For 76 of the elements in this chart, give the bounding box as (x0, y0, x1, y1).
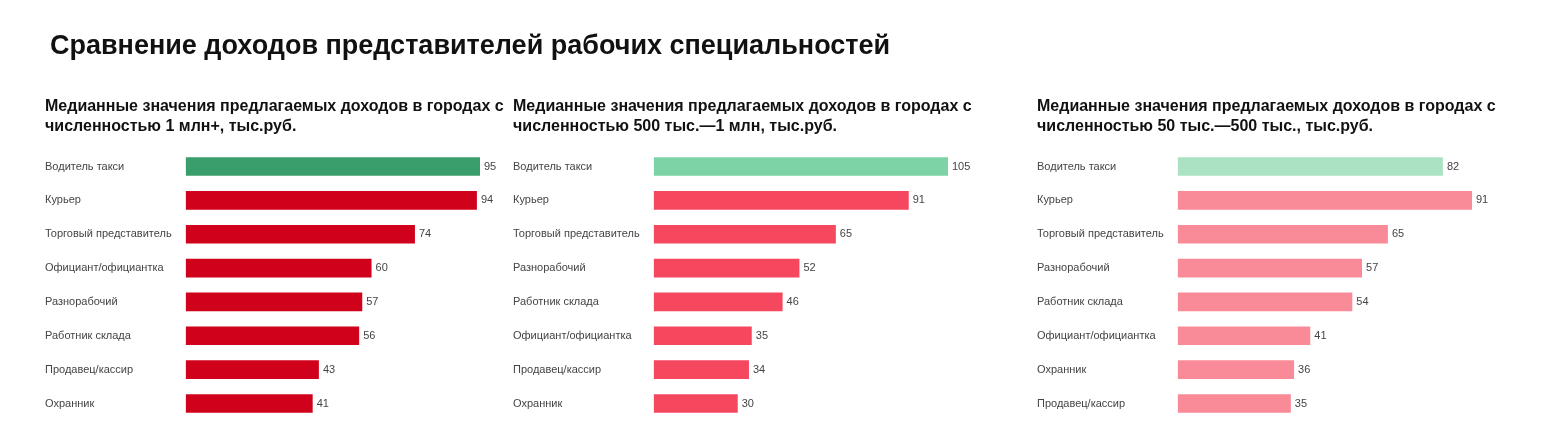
y-tick-label: Официант/официантка (1037, 328, 1157, 341)
data-label: 57 (1366, 261, 1379, 274)
data-label: 35 (755, 328, 769, 341)
data-label: 41 (316, 396, 329, 409)
data-label: 54 (1356, 294, 1369, 307)
y-tick-label: Продавец/кассир (45, 362, 134, 375)
y-tick-label: Охранник (1037, 362, 1087, 375)
y-tick-label: Продавец/кассир (1037, 396, 1126, 409)
bar (653, 224, 836, 244)
y-tick-label: Работник склада (45, 328, 132, 341)
bar (653, 326, 752, 346)
bar (185, 157, 480, 176)
data-label: 46 (786, 294, 799, 307)
y-tick-label: Водитель такси (1037, 159, 1117, 172)
y-tick-label: Официант/официантка (45, 261, 165, 274)
y-tick-label: Водитель такси (45, 159, 125, 172)
y-tick-label: Торговый представитель (513, 227, 640, 240)
y-tick-label: Курьер (45, 193, 81, 206)
bar (1177, 191, 1472, 210)
bar (1177, 157, 1443, 176)
data-label: 57 (366, 294, 379, 307)
y-tick-label: Продавец/кассир (513, 362, 602, 375)
bar (185, 224, 415, 244)
bar (1177, 258, 1363, 278)
data-label: 35 (1294, 396, 1308, 409)
data-label: 41 (1314, 328, 1327, 341)
data-label: 65 (1391, 227, 1405, 240)
bar (1177, 394, 1291, 413)
y-tick-label: Разнорабочий (45, 294, 118, 307)
bar (1177, 326, 1311, 346)
bar (1177, 292, 1353, 312)
data-label: 105 (952, 159, 971, 172)
bar (653, 394, 738, 413)
data-label: 65 (839, 227, 853, 240)
bar (653, 157, 948, 176)
bar (185, 360, 319, 379)
bar (185, 258, 372, 278)
y-tick-label: Официант/официантка (513, 328, 633, 341)
bar (653, 258, 800, 278)
y-tick-label: Разнорабочий (513, 261, 586, 274)
bar (185, 191, 477, 210)
bar (653, 360, 749, 379)
data-label: 36 (1298, 362, 1311, 375)
chart-title: Сравнение доходов представителей рабочих специальностей (50, 30, 891, 61)
bar (653, 292, 783, 312)
bar (185, 326, 360, 346)
y-tick-label: Торговый представитель (45, 227, 172, 240)
data-label: 82 (1446, 159, 1460, 172)
data-label: 56 (363, 328, 376, 341)
data-label: 34 (752, 362, 766, 375)
bar (185, 394, 313, 413)
y-tick-label: Курьер (513, 193, 549, 206)
chart-subtitle: Медианные значения предлагаемых доходов в городах с численностью 50 тыс.—500 тыс., тыс.руб. (1037, 96, 1497, 136)
y-tick-label: Работник склада (1037, 294, 1124, 307)
chart-subtitle: Медианные значения предлагаемых доходов в городах с численностью 500 тыс.—1 млн, тыс.руб. (513, 96, 973, 136)
y-tick-label: Охранник (45, 396, 95, 409)
y-tick-label: Курьер (1037, 193, 1073, 206)
bar (185, 292, 363, 312)
data-label: 52 (803, 261, 816, 274)
y-tick-label: Разнорабочий (1037, 261, 1110, 274)
bar (1177, 360, 1295, 379)
y-tick-label: Охранник (513, 396, 563, 409)
data-label: 43 (322, 362, 336, 375)
data-label: 30 (741, 396, 754, 409)
y-tick-label: Работник склада (513, 294, 600, 307)
data-label: 74 (418, 227, 432, 240)
data-label: 94 (480, 193, 494, 206)
y-tick-label: Водитель такси (513, 159, 593, 172)
data-label: 60 (375, 261, 388, 274)
chart-subtitle: Медианные значения предлагаемых доходов в городах с численностью 1 млн+, тыс.руб. (45, 96, 505, 136)
y-tick-label: Торговый представитель (1037, 227, 1164, 240)
bar (1177, 224, 1388, 244)
data-label: 91 (912, 193, 925, 206)
data-label: 95 (484, 159, 497, 172)
bar (653, 191, 909, 210)
data-label: 91 (1476, 193, 1489, 206)
